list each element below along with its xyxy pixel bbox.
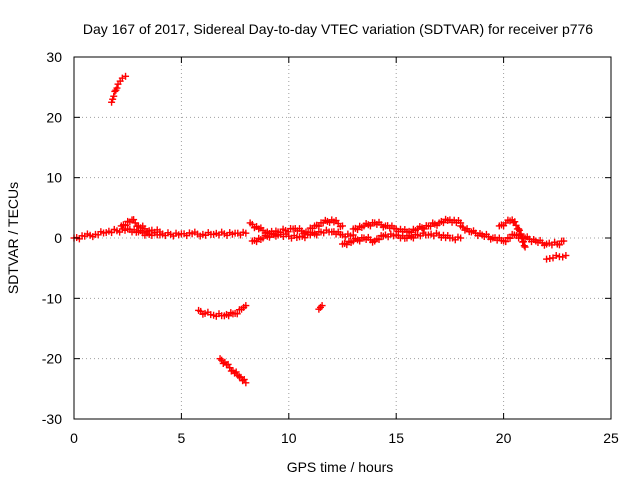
axis-ticks: 0 5 10 15 20 25 -30 -20 -10 0 10 20 30 — [42, 49, 619, 446]
data-point — [515, 225, 523, 233]
data-point — [240, 375, 248, 383]
y-tick-label: -10 — [42, 290, 62, 306]
y-tick-label: 0 — [54, 230, 62, 246]
y-tick-label: 20 — [46, 109, 62, 125]
data-point — [156, 228, 164, 236]
x-tick-label: 15 — [388, 430, 404, 446]
x-tick-label: 0 — [70, 430, 78, 446]
data-point — [555, 241, 563, 249]
y-tick-label: -30 — [42, 411, 62, 427]
x-tick-label: 25 — [603, 430, 619, 446]
data-point — [122, 221, 130, 229]
data-point — [339, 222, 346, 230]
data-point — [562, 251, 570, 259]
data-point — [122, 72, 130, 80]
data-point — [113, 84, 121, 92]
data-point — [242, 229, 250, 237]
x-tick-label: 10 — [281, 430, 297, 446]
data-points — [70, 72, 570, 387]
data-point — [224, 360, 232, 368]
data-point — [318, 302, 326, 310]
data-point — [512, 221, 520, 229]
data-point — [517, 230, 525, 238]
data-point — [349, 231, 357, 239]
data-point — [270, 231, 278, 239]
data-point — [521, 243, 529, 251]
x-tick-label: 5 — [178, 430, 186, 446]
y-tick-label: 10 — [46, 170, 62, 186]
data-point — [304, 228, 312, 236]
data-point — [375, 236, 383, 244]
data-point — [518, 234, 526, 242]
data-point — [219, 359, 227, 367]
data-point — [216, 355, 224, 363]
data-point — [511, 218, 519, 226]
data-point — [232, 368, 240, 376]
x-tick-label: 20 — [496, 430, 512, 446]
y-axis-label: SDTVAR / TECUs — [5, 182, 21, 294]
data-point — [502, 238, 510, 246]
data-point — [242, 379, 250, 387]
y-tick-label: 30 — [46, 49, 62, 65]
data-point — [457, 234, 465, 242]
data-point — [506, 234, 514, 242]
x-axis-label: GPS time / hours — [287, 459, 394, 475]
data-point — [552, 252, 560, 260]
data-point — [242, 302, 250, 310]
data-point — [520, 242, 528, 250]
y-tick-label: -20 — [42, 351, 62, 367]
data-point — [515, 226, 523, 234]
data-point — [560, 237, 568, 245]
data-point — [265, 233, 273, 241]
data-point — [233, 310, 241, 318]
data-point — [519, 238, 527, 246]
data-point — [110, 92, 118, 100]
chart-title: Day 167 of 2017, Sidereal Day-to-day VTE… — [83, 21, 593, 37]
data-point — [130, 216, 138, 224]
data-point — [559, 253, 567, 261]
